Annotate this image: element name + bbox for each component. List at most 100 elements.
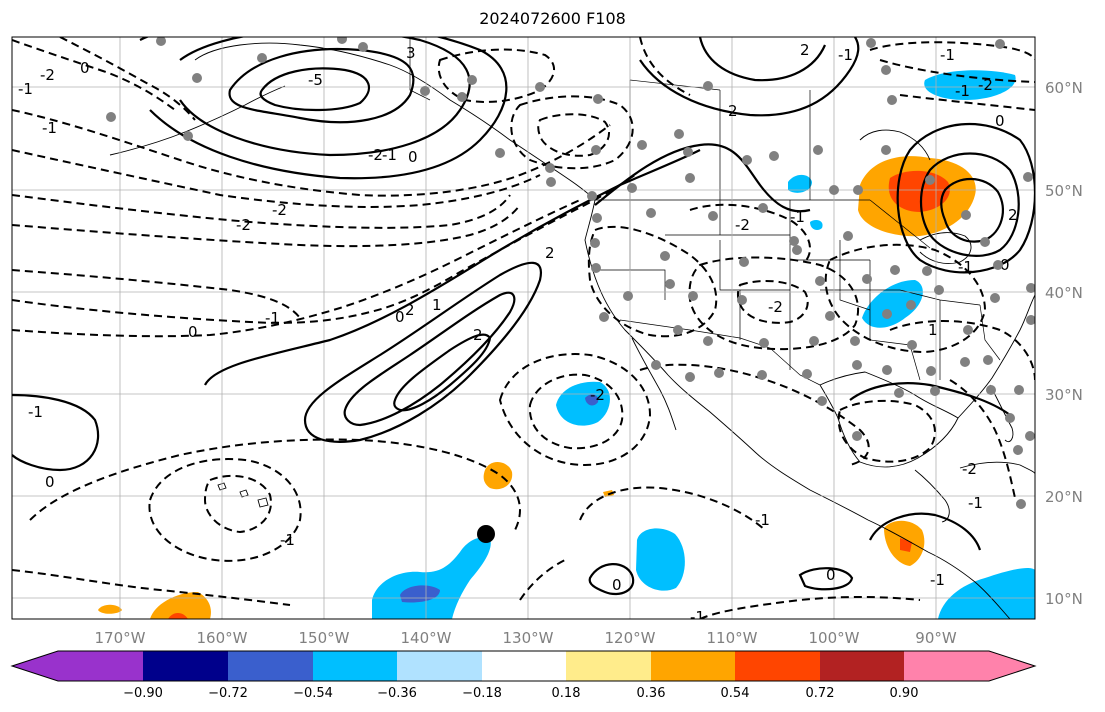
contour-pos-gulf-alaska-1 (228, 47, 415, 124)
contour-label: -1 (18, 80, 33, 98)
latitude-labels: 60°N 50°N 40°N 30°N 20°N 10°N (1045, 79, 1083, 608)
contour-label: 0 (188, 323, 198, 341)
colorbar: −0.90 −0.72 −0.54 −0.36 −0.18 0.18 0.36 … (10, 650, 1037, 701)
lon-label: 90°W (915, 629, 957, 647)
lat-label: 50°N (1045, 182, 1083, 200)
colorbar-tick: 0.36 (637, 686, 666, 701)
contour-neg-northpacific-4 (12, 204, 521, 248)
border-states-1 (600, 200, 1001, 381)
contour-label: -1 (42, 119, 57, 137)
lat-label: 20°N (1045, 488, 1083, 506)
coast-florida (989, 384, 1014, 443)
contour-neg-gulf (837, 399, 936, 463)
contours-positive (12, 37, 1035, 596)
contour-neg-southeast-us (889, 320, 1035, 381)
contour-label: -1 (382, 146, 397, 164)
coast-westcoast (584, 199, 869, 521)
colorbar-segment (820, 651, 904, 681)
contour-neg-baja-1 (498, 353, 652, 467)
contour-label: 0 (612, 576, 622, 594)
anomaly-positive-southwest1 (150, 592, 211, 619)
contour-neg-atlantic (949, 379, 1016, 499)
contour-labels: 3 -5 -2 -1 -2 -2 -1 0 2 -1 0 1 2 2 -1 -1… (18, 41, 1018, 619)
contour-label: 2 (728, 102, 738, 120)
lon-label: 110°W (707, 629, 758, 647)
contour-neg-west-us-2 (688, 256, 860, 351)
contour-neg-northpacific-6 (12, 174, 636, 324)
contour-neg-northpacific-7 (12, 199, 581, 338)
colorbar-tick: −0.36 (377, 686, 417, 701)
colorbar-tick: 0.18 (552, 686, 581, 701)
contour-neg-northpacific-3 (12, 194, 511, 229)
colorbar-segment (143, 651, 228, 681)
contour-label: -1 (958, 258, 973, 276)
contour-neg-northpacific-8 (12, 39, 176, 111)
contour-pos-gulf-alaska-3 (179, 37, 471, 157)
contour-label: -1 (968, 494, 983, 512)
contour-label: 2 (1008, 206, 1018, 224)
contour-neg-west-us-4 (689, 203, 811, 263)
contour-label: 2 (473, 326, 483, 344)
anomaly-negative-pacific2 (636, 528, 685, 591)
contour-neg-west-us-3 (736, 280, 809, 324)
longitude-labels: 170°W 160°W 150°W 140°W 130°W 120°W 110°… (95, 629, 957, 647)
colorbar-tick: −0.72 (208, 686, 248, 701)
contour-label: -1 (265, 309, 280, 327)
lon-label: 130°W (503, 629, 554, 647)
contour-neg-east-pacific-3 (699, 596, 921, 619)
contour-neg-hudson-1 (869, 41, 1035, 61)
contour-pos-hawaii-west (12, 393, 100, 472)
contours-negative (12, 37, 1035, 619)
colorbar-segment (735, 651, 820, 681)
contour-label: -1 (838, 46, 853, 64)
contour-pos-canada-north (639, 37, 860, 117)
contour-label: -2 (40, 66, 55, 84)
station-dots (106, 37, 1035, 509)
contour-pos-centralamerica (869, 512, 982, 551)
lat-label: 40°N (1045, 284, 1083, 302)
contour-pos-great-lakes-low-1 (896, 122, 1035, 274)
contour-pos-gulf-alaska-4 (139, 37, 508, 180)
contour-neg-mexico (639, 363, 870, 466)
contour-neg-hudson-3 (899, 94, 1035, 111)
contour-neg-northpacific-2 (12, 149, 541, 208)
coast-centralamerica (867, 519, 1011, 619)
map-title: 2024072600 F108 (479, 9, 626, 28)
coast-cuba (959, 461, 1035, 475)
contour-label: 0 (45, 473, 55, 491)
contour-pos-canada-north-2 (698, 37, 827, 82)
lat-label: 10°N (1045, 590, 1083, 608)
coastlines (109, 42, 1035, 619)
lon-label: 140°W (401, 629, 452, 647)
contour-neg-hawaii-2 (203, 474, 272, 534)
anomaly-negative-pacific1 (556, 381, 610, 426)
colorbar-tick: −0.54 (293, 686, 333, 701)
contour-pos-south-pacific-small (588, 563, 635, 596)
colorbar-segment (482, 651, 566, 681)
border-alaska-canada (409, 37, 431, 101)
anomaly-positive-pacific1 (483, 461, 513, 490)
colorbar-segment (651, 651, 735, 681)
colorbar-outline (10, 650, 1037, 682)
contour-label: -2 (368, 146, 383, 164)
coast-baja (631, 337, 677, 431)
lon-label: 150°W (299, 629, 350, 647)
contour-label: 3 (406, 44, 416, 62)
contour-neg-baja-2 (528, 373, 624, 450)
contour-pos-subtropical-ridge-2 (303, 261, 543, 443)
contour-label: -1 (940, 46, 955, 64)
contour-neg-canada-west (639, 37, 691, 96)
contour-label: -1 (280, 531, 295, 549)
plot-frame (11, 36, 1036, 620)
colorbar-tick: −0.18 (462, 686, 502, 701)
contour-label: -2 (978, 76, 993, 94)
contour-pos-subtropical-ridge-1 (204, 149, 701, 386)
contour-label: 0 (80, 59, 90, 77)
contour-label: -1 (930, 571, 945, 589)
contour-neg-hawaii-1 (148, 458, 302, 562)
contour-neg-central-pacific-2 (12, 569, 291, 606)
coast-aleutians (109, 85, 286, 156)
anomaly-strong-positive-southwest1 (168, 612, 188, 619)
contour-label: -1 (755, 511, 770, 529)
anomaly-negative-small1 (788, 174, 812, 193)
